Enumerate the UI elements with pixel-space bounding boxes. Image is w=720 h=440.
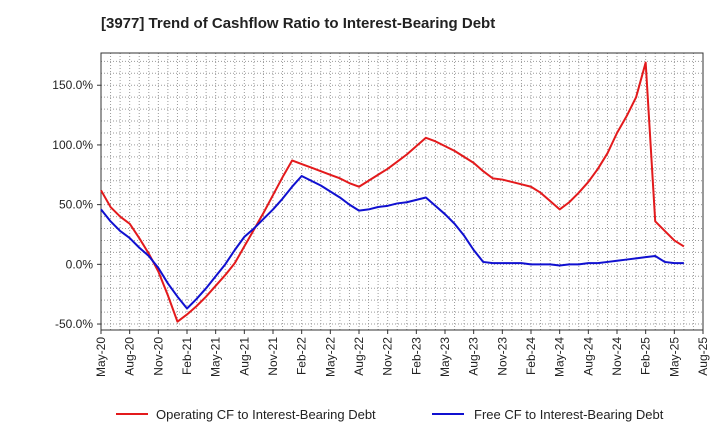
y-tick-label: 50.0% — [59, 198, 93, 212]
y-tick-label: -50.0% — [55, 317, 93, 331]
free-cf-line — [100, 174, 684, 310]
x-tick-label: Nov-20 — [151, 337, 165, 376]
x-tick-label: Aug-21 — [237, 337, 251, 376]
operating-cf-line — [100, 61, 685, 323]
x-tick-label: Feb-22 — [295, 337, 309, 375]
x-axis-ticks: May-20 Aug-20 Nov-20 Feb-21 May-21 Aug-21 Nov-… — [94, 330, 710, 377]
x-tick-label: Nov-21 — [266, 337, 280, 376]
x-tick-label: May-25 — [667, 337, 681, 377]
y-axis-ticks: 150.0% 100.0% 50.0% 0.0% -50.0% — [52, 78, 101, 331]
y-tick-label: 150.0% — [52, 78, 93, 92]
chart-title: [3977] Trend of Cashflow Ratio to Intere… — [101, 15, 496, 32]
x-tick-label: May-24 — [553, 337, 567, 377]
x-tick-label: Aug-23 — [467, 337, 481, 376]
series-lines — [100, 61, 685, 323]
grid-lines — [100, 53, 704, 330]
legend-label-operating-cf: Operating CF to Interest-Bearing Debt — [156, 407, 376, 422]
x-tick-label: Aug-25 — [696, 337, 710, 376]
x-tick-label: May-23 — [438, 337, 452, 377]
x-tick-label: Nov-24 — [610, 337, 624, 376]
x-tick-label: Aug-24 — [581, 337, 595, 376]
x-tick-label: Aug-20 — [123, 337, 137, 376]
x-tick-label: May-22 — [323, 337, 337, 377]
x-tick-label: May-20 — [94, 337, 108, 377]
x-tick-label: May-21 — [209, 337, 223, 377]
x-tick-label: Feb-21 — [180, 337, 194, 375]
x-tick-label: Nov-23 — [495, 337, 509, 376]
legend: Operating CF to Interest-Bearing Debt Fre… — [116, 407, 664, 422]
legend-label-free-cf: Free CF to Interest-Bearing Debt — [474, 407, 664, 422]
x-tick-label: Nov-22 — [381, 337, 395, 376]
y-tick-label: 100.0% — [52, 138, 93, 152]
x-tick-label: Feb-24 — [524, 337, 538, 375]
x-tick-label: Feb-23 — [409, 337, 423, 375]
x-tick-label: Feb-25 — [639, 337, 653, 375]
y-tick-label: 0.0% — [66, 257, 94, 271]
x-tick-label: Aug-22 — [352, 337, 366, 376]
